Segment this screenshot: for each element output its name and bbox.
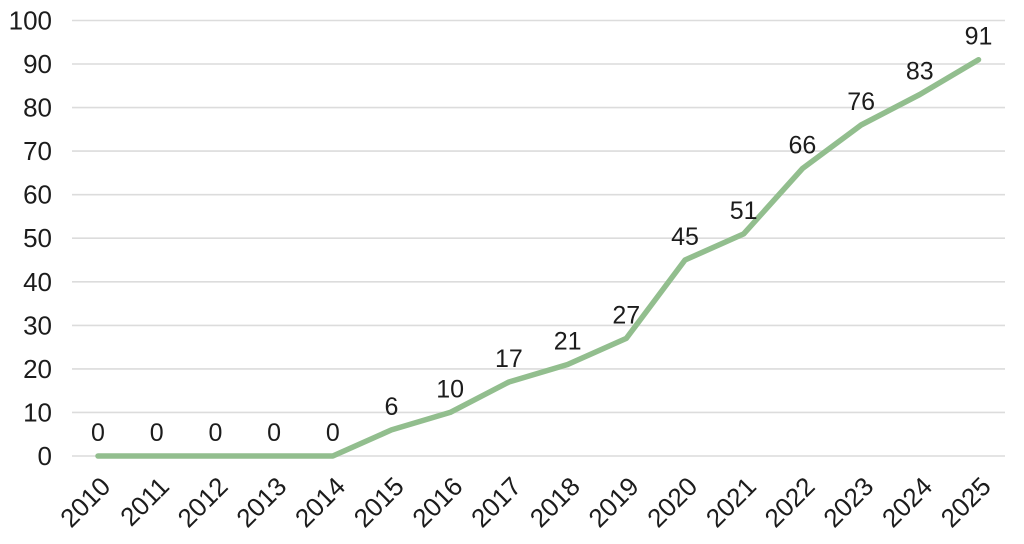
x-axis-tick-label: 2021: [700, 471, 762, 533]
data-label: 45: [671, 223, 699, 251]
data-label: 0: [91, 419, 105, 447]
x-axis-tick-label: 2011: [114, 471, 175, 532]
y-axis-tick-label: 70: [23, 136, 52, 166]
data-label: 27: [612, 301, 640, 329]
data-label: 17: [495, 345, 523, 373]
x-axis-tick-label: 2025: [935, 471, 997, 533]
y-axis-tick-label: 90: [23, 49, 52, 79]
x-axis-tick-label: 2019: [582, 471, 644, 533]
x-axis-tick-label: 2024: [876, 471, 938, 533]
x-axis-tick-label: 2018: [524, 471, 586, 533]
x-axis-tick-label: 2022: [759, 471, 821, 533]
y-axis-tick-label: 0: [38, 441, 52, 471]
y-axis-tick-label: 80: [23, 93, 52, 123]
x-axis-tick-label: 2017: [465, 471, 527, 533]
x-axis-tick-label: 2023: [817, 471, 879, 533]
x-axis-tick-label: 2015: [348, 471, 410, 533]
data-label: 0: [267, 419, 281, 447]
data-label: 83: [906, 58, 934, 86]
data-label: 0: [326, 419, 340, 447]
data-label: 21: [554, 328, 582, 356]
data-label: 0: [150, 419, 164, 447]
data-label: 0: [208, 419, 222, 447]
data-label: 10: [436, 375, 464, 403]
y-axis-tick-label: 20: [23, 354, 52, 384]
data-label: 76: [847, 88, 875, 116]
y-axis-tick-label: 60: [23, 180, 52, 210]
data-label: 51: [730, 197, 758, 225]
y-axis-tick-label: 100: [9, 6, 52, 36]
x-axis-tick-label: 2016: [406, 471, 468, 533]
y-axis-tick-label: 40: [23, 267, 52, 297]
y-axis-tick-label: 10: [23, 397, 52, 427]
line-series: [95, 56, 982, 459]
data-label: 91: [965, 23, 993, 51]
data-label: 66: [788, 132, 816, 160]
y-axis-tick-label: 30: [23, 310, 52, 340]
data-label: 6: [385, 393, 399, 421]
x-axis-tick-label: 2012: [172, 471, 234, 533]
y-axis-tick-label: 50: [23, 223, 52, 253]
x-axis-tick-label: 2010: [54, 471, 116, 533]
x-axis-tick-label: 2013: [230, 471, 292, 533]
x-axis-tick-label: 2014: [289, 471, 351, 533]
x-axis-tick-label: 2020: [641, 471, 703, 533]
